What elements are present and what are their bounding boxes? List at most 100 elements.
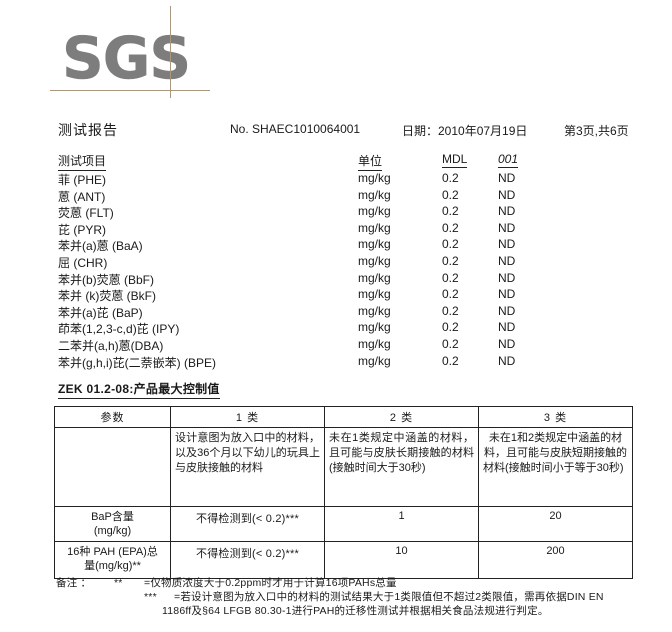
test-item-unit: mg/kg <box>358 220 391 235</box>
limit-param-bap-line2: (mg/kg) <box>93 525 132 537</box>
table-row: 苯并(a)蒽 (BaA) mg/kg 0.2 ND <box>58 237 658 254</box>
test-item-unit: mg/kg <box>358 171 391 185</box>
test-item-result: ND <box>498 303 516 318</box>
test-item-result: ND <box>498 253 516 268</box>
table-row: 苯并 (k)荧蒽 (BkF) mg/kg 0.2 ND <box>58 287 658 304</box>
test-item-name: 荧蒽 (FLT) <box>58 206 114 221</box>
table-row: 苯并(g,h,i)芘(二萘嵌苯) (BPE) mg/kg 0.2 ND <box>58 354 658 371</box>
test-item-result: ND <box>498 336 516 351</box>
category-description-row: 设计意图为放入口中的材料，以及36个月以下幼儿的玩具上与皮肤接触的材料 未在1类… <box>54 427 633 507</box>
page-indicator: 第3页,共6页 <box>564 124 629 138</box>
test-item-mdl: 0.2 <box>442 320 459 335</box>
limit-param-bap: BaP含量 (mg/kg) <box>54 506 171 542</box>
footnote-marker-3: *** <box>144 591 157 603</box>
sgs-logo: SGS <box>50 6 222 106</box>
test-item-name: 芘 (PYR) <box>58 222 107 237</box>
table-row: BaP含量 (mg/kg) 不得检测到(< 0.2)*** 1 20 <box>54 506 633 542</box>
table-row: 16种 PAH (EPA)总 量(mg/kg)** 不得检测到(< 0.2)**… <box>54 541 633 579</box>
logo-vertical-rule <box>170 6 171 98</box>
test-item-name: 茚苯(1,2,3-c,d)芘 (IPY) <box>58 322 180 337</box>
test-item-mdl: 0.2 <box>442 303 459 318</box>
test-item-unit: mg/kg <box>358 303 391 318</box>
results-header-row: 测试项目 单位 MDL 001 <box>58 152 658 171</box>
test-item-mdl: 0.2 <box>442 237 459 252</box>
limit-bap-cat3: 20 <box>478 506 633 542</box>
footnote-marker-2: ** <box>114 577 123 589</box>
footnote-text-3b: 1186ff及§64 LFGB 80.30-1进行PAH的迁移性测试并根据相关食… <box>162 605 549 617</box>
limits-header-row: 参数 1 类 2 类 3 类 <box>54 406 633 428</box>
table-row: 荧蒽 (FLT) mg/kg 0.2 ND <box>58 204 658 221</box>
footnote-line-3: 1186ff及§64 LFGB 80.30-1进行PAH的迁移性测试并根据相关食… <box>56 604 666 618</box>
table-row: 苯并(a)芘 (BaP) mg/kg 0.2 ND <box>58 304 658 321</box>
test-item-name: 苯并(b)荧蒽 (BbF) <box>58 272 155 287</box>
test-item-mdl: 0.2 <box>442 353 459 368</box>
limit-bap-cat2: 1 <box>324 506 479 542</box>
test-item-mdl: 0.2 <box>442 287 459 302</box>
test-item-result: ND <box>498 270 516 285</box>
footnote-label: 备注 ： <box>56 577 92 589</box>
test-item-mdl: 0.2 <box>442 270 459 285</box>
limit-param-bap-line1: BaP含量 <box>91 511 134 523</box>
limit-pah16-cat1: 不得检测到(< 0.2)*** <box>170 541 325 579</box>
footnote-text-2: =仅物质浓度大于0.2ppm时才用于计算16项PAHs总量 <box>144 577 397 589</box>
footnote-text-3a: =若设计意图为放入口中的材料的测试结果大于1类限值但不超过2类限值，需再依据DI… <box>174 591 604 603</box>
test-item-mdl: 0.2 <box>442 204 459 219</box>
column-header-sample: 001 <box>498 152 519 168</box>
results-table: 测试项目 单位 MDL 001 菲 (PHE) mg/kg 0.2 ND 蒽 (… <box>58 152 658 370</box>
test-item-result: ND <box>498 187 516 202</box>
report-number: No. SHAEC1010064001 <box>230 122 361 136</box>
table-row: 屈 (CHR) mg/kg 0.2 ND <box>58 254 658 271</box>
table-row: 蒽 (ANT) mg/kg 0.2 ND <box>58 188 658 205</box>
description-cat3: 未在1和2类规定中涵盖的材料，且可能与皮肤短期接触的材料(接触时间小于等于30秒… <box>478 427 633 507</box>
page-title: 测试报告 <box>58 122 118 138</box>
report-date: 日期：2010年07月19日 <box>402 124 528 138</box>
zek-limits-table: 参数 1 类 2 类 3 类 设计意图为放入口中的材料，以及36个月以下幼儿的玩… <box>54 406 633 579</box>
description-cat2: 未在1类规定中涵盖的材料，且可能与皮肤长期接触的材料(接触时间大于30秒) <box>324 427 479 507</box>
test-item-result: ND <box>498 204 516 219</box>
limits-header-cat1: 1 类 <box>170 406 325 428</box>
test-item-name: 苯并(g,h,i)芘(二萘嵌苯) (BPE) <box>58 355 217 370</box>
test-item-unit: mg/kg <box>358 320 391 335</box>
test-item-mdl: 0.2 <box>442 171 459 185</box>
test-item-mdl: 0.2 <box>442 187 459 202</box>
footnotes: 备注 ： ** =仅物质浓度大于0.2ppm时才用于计算16项PAHs总量 *** =… <box>56 576 666 618</box>
test-item-unit: mg/kg <box>358 287 391 302</box>
test-item-result: ND <box>498 171 516 185</box>
limit-bap-cat1: 不得检测到(< 0.2)*** <box>170 506 325 542</box>
column-header-mdl: MDL <box>442 152 468 168</box>
limit-param-pah16-line2: 量(mg/kg)** <box>84 560 141 572</box>
test-item-mdl: 0.2 <box>442 336 459 351</box>
test-item-result: ND <box>498 237 516 252</box>
test-item-unit: mg/kg <box>358 336 391 351</box>
description-param-empty <box>54 427 171 507</box>
test-item-name: 屈 (CHR) <box>58 255 108 270</box>
footnote-line-1: 备注 ： ** =仅物质浓度大于0.2ppm时才用于计算16项PAHs总量 <box>56 576 666 590</box>
limit-param-pah16-line1: 16种 PAH (EPA)总 <box>67 546 158 558</box>
test-item-unit: mg/kg <box>358 253 391 268</box>
zek-section-title: ZEK 01.2-08:产品最大控制值 <box>58 380 220 399</box>
limit-pah16-cat3: 200 <box>478 541 633 579</box>
table-row: 苯并(b)荧蒽 (BbF) mg/kg 0.2 ND <box>58 271 658 288</box>
logo-horizontal-rule <box>50 90 210 91</box>
test-item-result: ND <box>498 353 516 368</box>
test-item-name: 蒽 (ANT) <box>58 189 106 204</box>
table-row: 茚苯(1,2,3-c,d)芘 (IPY) mg/kg 0.2 ND <box>58 320 658 337</box>
report-header: 测试报告 No. SHAEC1010064001 日期：2010年07月19日 … <box>58 120 658 140</box>
test-item-unit: mg/kg <box>358 353 391 368</box>
test-item-result: ND <box>498 320 516 335</box>
test-item-mdl: 0.2 <box>442 220 459 235</box>
test-item-unit: mg/kg <box>358 270 391 285</box>
column-header-unit: 单位 <box>358 152 418 171</box>
footnote-line-2: *** =若设计意图为放入口中的材料的测试结果大于1类限值但不超过2类限值，需再依… <box>56 590 666 604</box>
limits-header-cat2: 2 类 <box>324 406 479 428</box>
test-item-result: ND <box>498 287 516 302</box>
test-item-name: 菲 (PHE) <box>58 173 107 187</box>
column-header-item: 测试项目 <box>58 152 328 171</box>
sgs-logo-text: SGS <box>62 24 192 92</box>
test-item-unit: mg/kg <box>358 187 391 202</box>
test-item-name: 二苯并(a,h)蒽(DBA) <box>58 338 164 353</box>
description-cat1: 设计意图为放入口中的材料，以及36个月以下幼儿的玩具上与皮肤接触的材料 <box>170 427 325 507</box>
table-row: 菲 (PHE) mg/kg 0.2 ND <box>58 171 658 188</box>
test-item-result: ND <box>498 220 516 235</box>
